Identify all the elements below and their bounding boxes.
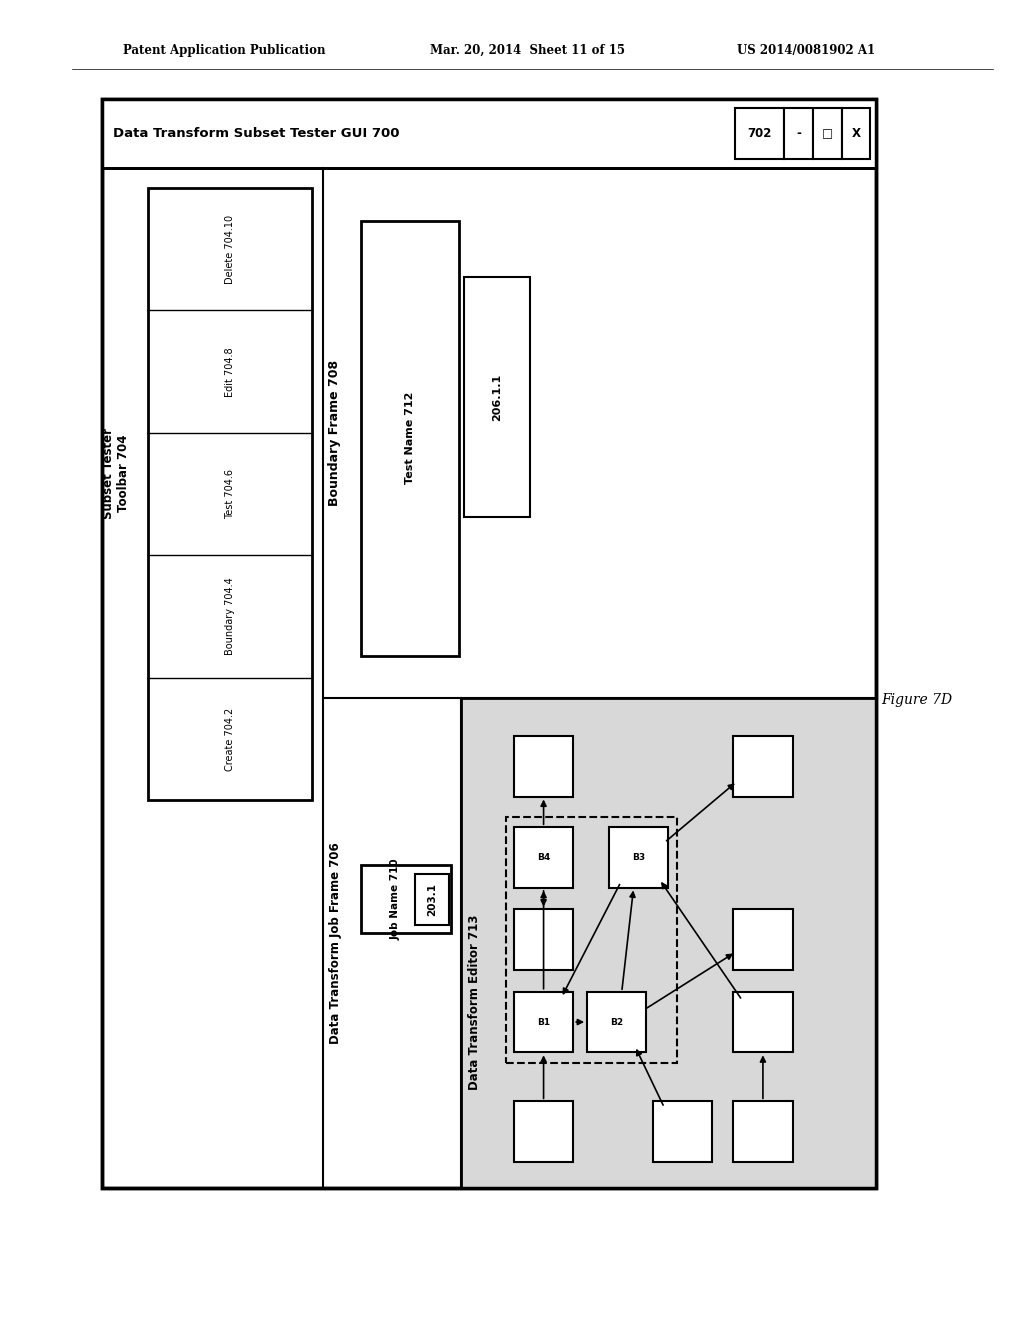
Bar	[361, 220, 459, 656]
Text: B4: B4	[537, 853, 550, 862]
Text: Boundary 704.4: Boundary 704.4	[225, 578, 236, 656]
Bar	[653, 1101, 713, 1162]
Text: Test 704.6: Test 704.6	[225, 469, 236, 519]
Text: Subset Tester
Toolbar 704: Subset Tester Toolbar 704	[101, 428, 130, 519]
Text: Mar. 20, 2014  Sheet 11 of 15: Mar. 20, 2014 Sheet 11 of 15	[430, 44, 625, 57]
Text: B3: B3	[632, 853, 645, 862]
Text: Patent Application Publication: Patent Application Publication	[123, 44, 326, 57]
Bar	[514, 991, 573, 1052]
Bar	[464, 277, 530, 516]
Text: Create 704.2: Create 704.2	[225, 708, 236, 771]
Bar	[514, 1101, 573, 1162]
Text: Figure 7D: Figure 7D	[881, 693, 952, 706]
Bar	[514, 909, 573, 970]
Text: Job Name 710: Job Name 710	[390, 858, 400, 940]
Bar	[102, 99, 876, 168]
Text: Data Transform Subset Tester GUI 700: Data Transform Subset Tester GUI 700	[113, 127, 399, 140]
Bar	[733, 909, 793, 970]
Text: Test Name 712: Test Name 712	[406, 392, 415, 484]
Text: 206.1.1: 206.1.1	[493, 374, 502, 421]
Text: -: -	[797, 127, 801, 140]
Bar	[506, 817, 677, 1063]
Text: B1: B1	[537, 1018, 550, 1027]
Bar	[735, 108, 784, 160]
Bar	[415, 874, 449, 925]
Text: B2: B2	[610, 1018, 624, 1027]
Bar	[587, 991, 646, 1052]
Bar	[361, 865, 451, 933]
Bar	[813, 108, 842, 160]
Text: Edit 704.8: Edit 704.8	[225, 347, 236, 396]
Text: □: □	[822, 127, 833, 140]
Bar	[461, 698, 876, 1188]
Text: Data Transform Editor 713: Data Transform Editor 713	[468, 915, 480, 1089]
Bar	[148, 187, 312, 800]
Bar	[514, 828, 573, 888]
Bar	[514, 735, 573, 796]
Text: Boundary Frame 708: Boundary Frame 708	[329, 360, 341, 506]
Bar	[733, 1101, 793, 1162]
Bar	[784, 108, 813, 160]
Bar	[609, 828, 669, 888]
Bar	[733, 991, 793, 1052]
Text: 702: 702	[748, 127, 772, 140]
Text: X: X	[852, 127, 860, 140]
Bar	[102, 99, 876, 168]
Bar	[102, 99, 876, 1188]
Bar	[842, 108, 870, 160]
Bar	[733, 735, 793, 796]
Text: US 2014/0081902 A1: US 2014/0081902 A1	[737, 44, 876, 57]
Bar	[102, 99, 876, 1188]
Text: 203.1: 203.1	[427, 883, 437, 916]
Text: Delete 704.10: Delete 704.10	[225, 215, 236, 284]
Text: Data Transform Job Frame 706: Data Transform Job Frame 706	[330, 842, 342, 1044]
